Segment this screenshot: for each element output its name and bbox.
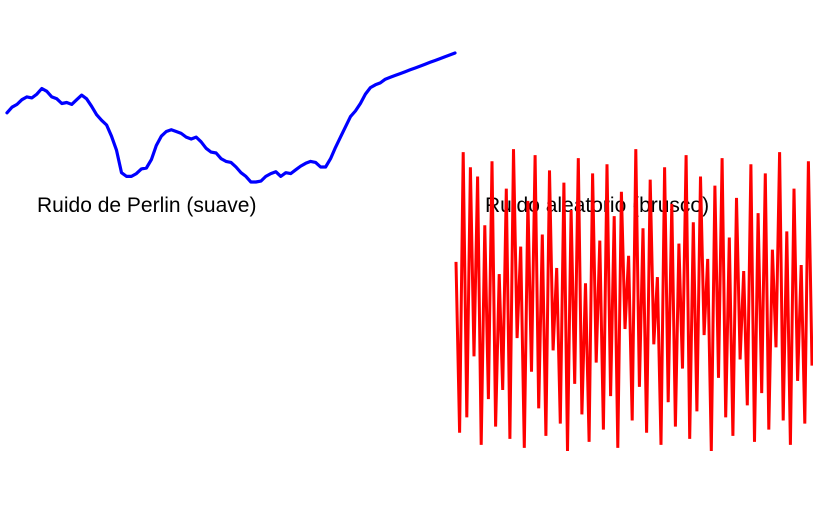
perlin-noise-line: [5, 51, 457, 184]
perlin-noise-caption: Ruido de Perlin (suave): [37, 194, 256, 217]
random-noise-line: [454, 149, 813, 452]
random-noise-panel: Ruido aleatorio (brusco): [454, 149, 813, 452]
perlin-noise-panel: Ruido de Perlin (suave): [5, 51, 457, 217]
random-noise-caption: Ruido aleatorio (brusco): [485, 194, 709, 217]
